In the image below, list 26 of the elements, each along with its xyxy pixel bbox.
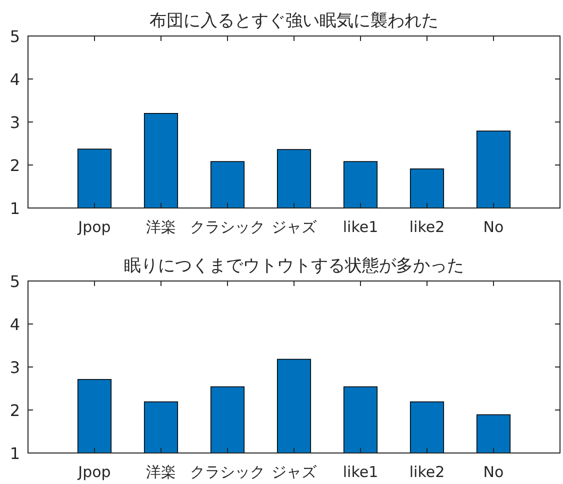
y-tick-label: 5	[10, 272, 20, 291]
y-tick-label: 4	[10, 70, 20, 89]
y-tick-label: 3	[10, 113, 20, 132]
x-tick-label: ジャズ	[272, 463, 318, 481]
y-tick-label: 4	[10, 315, 20, 334]
x-tick-label: Jpop	[77, 463, 111, 481]
x-tick-label: No	[483, 218, 504, 236]
y-tick-label: 2	[10, 156, 20, 175]
x-tick-label: like2	[409, 463, 445, 481]
x-tick-label: Jpop	[77, 218, 111, 236]
y-tick-label: 2	[10, 401, 20, 420]
x-tick-label: like1	[342, 463, 378, 481]
x-tick-label: クラシック	[190, 218, 265, 236]
x-tick-label: like2	[409, 218, 445, 236]
y-tick-label: 3	[10, 358, 20, 377]
x-tick-label: like1	[342, 218, 378, 236]
x-tick-label: クラシック	[190, 463, 265, 481]
y-tick-label: 5	[10, 27, 20, 46]
x-tick-label: No	[483, 463, 504, 481]
x-tick-label: 洋楽	[146, 463, 176, 481]
x-tick-label: 洋楽	[146, 218, 176, 236]
chart-title: 眠りにつくまでウトウトする状態が多かった	[124, 256, 464, 276]
y-tick-label: 1	[10, 199, 20, 218]
y-tick-label: 1	[10, 444, 20, 463]
x-tick-label: ジャズ	[272, 218, 318, 236]
chart-title: 布団に入るとすぐ強い眠気に襲われた	[150, 11, 438, 31]
